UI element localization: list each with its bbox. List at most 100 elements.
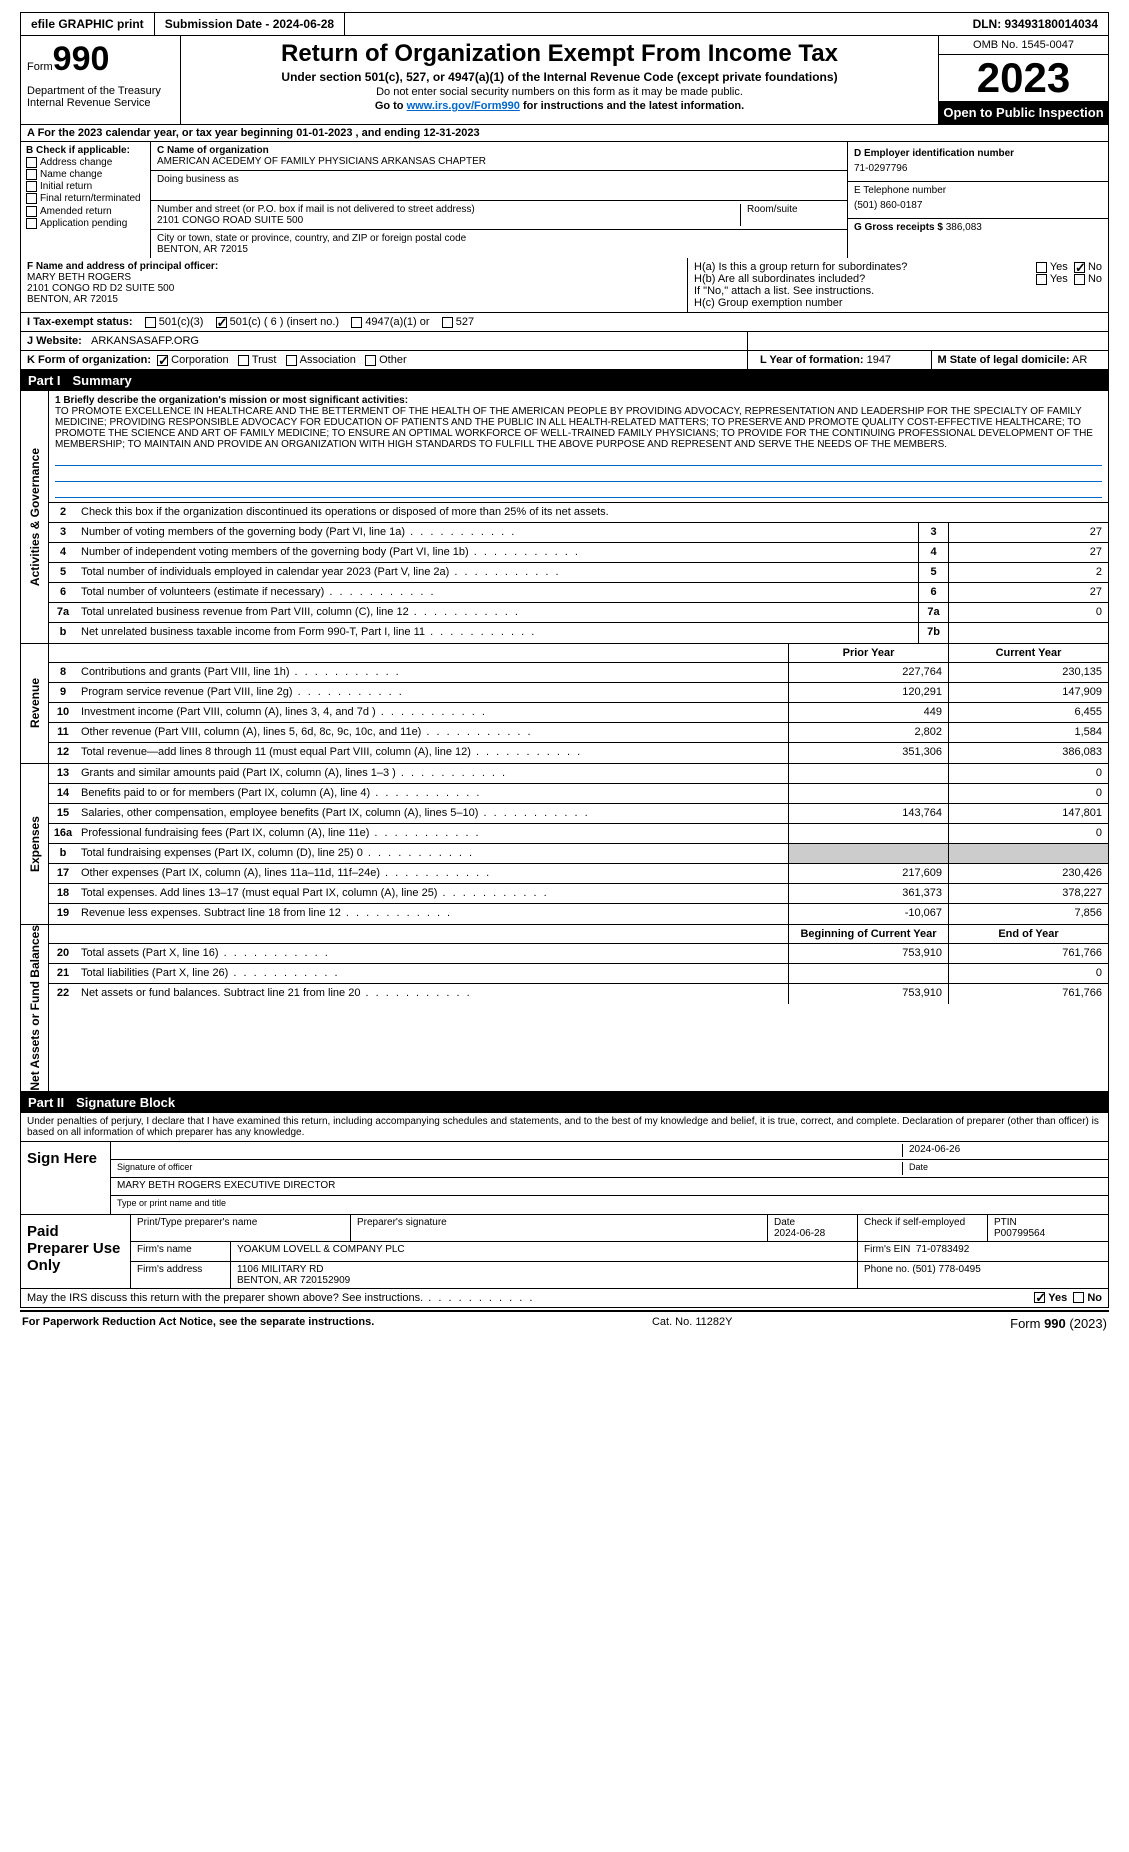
dba-label: Doing business as [157, 174, 841, 185]
gross-receipts: 386,083 [946, 222, 982, 233]
prior-21 [788, 964, 948, 983]
end-year-hdr: End of Year [948, 925, 1108, 943]
page-footer: For Paperwork Reduction Act Notice, see … [20, 1310, 1109, 1335]
submission-date: Submission Date - 2024-06-28 [155, 13, 345, 35]
prior-11: 2,802 [788, 723, 948, 742]
line-10: Investment income (Part VIII, column (A)… [77, 703, 788, 722]
prior-14 [788, 784, 948, 803]
curr-18: 378,227 [948, 884, 1108, 903]
prior-19: -10,067 [788, 904, 948, 924]
declaration: Under penalties of perjury, I declare th… [21, 1113, 1108, 1141]
prep-name-label: Print/Type preparer's name [131, 1215, 351, 1241]
cb-may-no[interactable] [1073, 1292, 1084, 1303]
officer-addr2: BENTON, AR 72015 [27, 294, 681, 305]
officer-name: MARY BETH ROGERS [27, 272, 681, 283]
ptin: P00799564 [994, 1228, 1045, 1239]
curr-19: 7,856 [948, 904, 1108, 924]
cb-ha-no[interactable] [1074, 262, 1085, 273]
cb-address-change[interactable] [26, 157, 37, 168]
department: Department of the Treasury Internal Reve… [27, 85, 174, 109]
prep-date: 2024-06-28 [774, 1228, 825, 1239]
paid-preparer-label: Paid Preparer Use Only [21, 1215, 131, 1288]
prep-sig-label: Preparer's signature [351, 1215, 768, 1241]
mission-label: 1 Briefly describe the organization's mi… [55, 395, 1102, 406]
sig-officer-label: Signature of officer [117, 1162, 902, 1175]
prior-17: 217,609 [788, 864, 948, 883]
curr-9: 147,909 [948, 683, 1108, 702]
top-bar: efile GRAPHIC print Submission Date - 20… [20, 12, 1109, 36]
cb-corp[interactable] [157, 355, 168, 366]
curr-20: 761,766 [948, 944, 1108, 963]
cb-assoc[interactable] [286, 355, 297, 366]
cb-amended[interactable] [26, 206, 37, 217]
efile-print-button[interactable]: efile GRAPHIC print [21, 13, 155, 35]
prior-year-hdr: Prior Year [788, 644, 948, 662]
firm-ein: 71-0783492 [916, 1244, 969, 1255]
line-21: Total liabilities (Part X, line 26) [77, 964, 788, 983]
line-18: Total expenses. Add lines 13–17 (must eq… [77, 884, 788, 903]
line-b: Total fundraising expenses (Part IX, col… [77, 844, 788, 863]
prior-9: 120,291 [788, 683, 948, 702]
cb-initial-return[interactable] [26, 181, 37, 192]
line-8: Contributions and grants (Part VIII, lin… [77, 663, 788, 682]
cb-527[interactable] [442, 317, 453, 328]
cb-hb-no[interactable] [1074, 274, 1085, 285]
cb-trust[interactable] [238, 355, 249, 366]
prior-10: 449 [788, 703, 948, 722]
cb-final-return[interactable] [26, 193, 37, 204]
cb-hb-yes[interactable] [1036, 274, 1047, 285]
sign-here-label: Sign Here [21, 1142, 111, 1214]
ein-label: D Employer identification number [854, 148, 1102, 159]
cb-app-pending[interactable] [26, 218, 37, 229]
line-14: Benefits paid to or for members (Part IX… [77, 784, 788, 803]
row-j-website: J Website: ARKANSASAFP.ORG [21, 332, 748, 350]
irs-link[interactable]: www.irs.gov/Form990 [407, 100, 520, 112]
curr-15: 147,801 [948, 804, 1108, 823]
prior-22: 753,910 [788, 984, 948, 1004]
prior-16a [788, 824, 948, 843]
line-22: Net assets or fund balances. Subtract li… [77, 984, 788, 1004]
line-16a: Professional fundraising fees (Part IX, … [77, 824, 788, 843]
cb-ha-yes[interactable] [1036, 262, 1047, 273]
form-subtitle-2: Do not enter social security numbers on … [189, 86, 930, 98]
cb-other[interactable] [365, 355, 376, 366]
val-7a: 0 [948, 603, 1108, 622]
side-revenue: Revenue [21, 644, 49, 763]
year-formation: L Year of formation: 1947 [754, 351, 932, 369]
val-b [948, 623, 1108, 643]
cb-501c[interactable] [216, 317, 227, 328]
curr-21: 0 [948, 964, 1108, 983]
col-b-checkboxes: B Check if applicable: Address change Na… [21, 142, 151, 258]
prior-8: 227,764 [788, 663, 948, 682]
row-k-form-org: K Form of organization: Corporation Trus… [21, 351, 748, 369]
org-name-label: C Name of organization [157, 145, 841, 156]
cb-4947[interactable] [351, 317, 362, 328]
prior-12: 351,306 [788, 743, 948, 763]
row-i-tax-status: I Tax-exempt status: 501(c)(3) 501(c) ( … [20, 313, 1109, 332]
begin-year-hdr: Beginning of Current Year [788, 925, 948, 943]
form-subtitle-1: Under section 501(c), 527, or 4947(a)(1)… [189, 70, 930, 84]
prior-18: 361,373 [788, 884, 948, 903]
cb-501c3[interactable] [145, 317, 156, 328]
firm-phone: (501) 778-0495 [912, 1264, 980, 1275]
line-7a: Total unrelated business revenue from Pa… [77, 603, 918, 622]
line-3: Number of voting members of the governin… [77, 523, 918, 542]
curr-17: 230,426 [948, 864, 1108, 883]
phone-label: E Telephone number [854, 185, 1102, 196]
form-instructions-link: Go to www.irs.gov/Form990 for instructio… [189, 100, 930, 112]
street-address: 2101 CONGO ROAD SUITE 500 [157, 215, 734, 226]
curr-14: 0 [948, 784, 1108, 803]
ein: 71-0297796 [854, 159, 1102, 178]
sig-date: 2024-06-26 [902, 1144, 1102, 1157]
val-4: 27 [948, 543, 1108, 562]
line-11: Other revenue (Part VIII, column (A), li… [77, 723, 788, 742]
side-governance: Activities & Governance [21, 391, 49, 643]
cb-name-change[interactable] [26, 169, 37, 180]
tax-year: 2023 [939, 55, 1108, 101]
val-5: 2 [948, 563, 1108, 582]
current-year-hdr: Current Year [948, 644, 1108, 662]
gross-label: G Gross receipts $ [854, 222, 943, 233]
form-title: Return of Organization Exempt From Incom… [189, 40, 930, 68]
signature-block: Under penalties of perjury, I declare th… [20, 1113, 1109, 1289]
cb-may-yes[interactable] [1034, 1292, 1045, 1303]
